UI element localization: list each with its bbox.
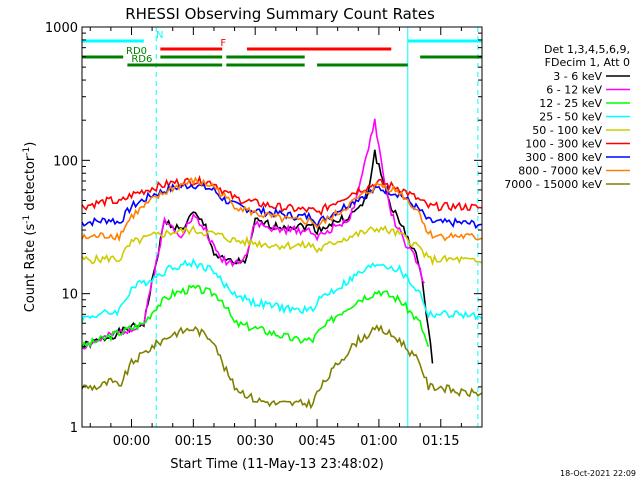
x-tick-label: 00:45 [298,434,335,449]
x-tick-label: 01:00 [360,434,397,449]
x-axis: 00:00 00:15 00:30 00:45 01:00 01:15 [89,27,483,449]
legend-entry-label: 6 - 12 keV [546,84,602,97]
legend-entry-label: 50 - 100 keV [532,124,602,137]
timestamp: 18-Oct-2021 22:09 [560,469,636,478]
legend: Det 1,3,4,5,6,9, FDecim 1, Att 0 3 - 6 k… [504,43,630,191]
legend-entry-label: 7000 - 15000 keV [504,178,602,191]
legend-entry-label: 3 - 6 keV [553,70,602,83]
flag-label: N [156,30,163,41]
series-line [81,284,430,350]
flag-label: RD6 [131,54,152,65]
series-line [81,257,483,323]
legend-header-line-1: Det 1,3,4,5,6,9, [544,43,630,56]
series-layer [81,118,483,410]
legend-entry-label: 25 - 50 keV [539,111,602,124]
flag-label: F [220,38,226,49]
legend-header-line-2: FDecim 1, Att 0 [545,56,630,69]
y-axis-label-sup2: -1 [22,147,32,156]
y-axis-label-mid: detector [23,155,38,215]
series-line [81,324,483,410]
y-tick-label: 100 [53,154,78,169]
x-tick-label: 00:15 [175,434,212,449]
series-line [81,176,483,243]
y-tick-label: 10 [61,288,78,303]
y-axis: 1 10 100 1000 [45,21,482,436]
y-axis-label-end: ) [23,142,38,147]
series-line [81,149,434,364]
x-tick-label: 01:15 [422,434,459,449]
y-tick-label: 1000 [45,21,78,36]
y-tick-label: 1 [70,421,78,436]
flag-label: RD0 [126,46,147,57]
x-tick-label: 00:30 [236,434,273,449]
series-line [81,182,483,230]
series-line [81,174,483,217]
legend-entry-label: 12 - 25 keV [539,97,602,110]
y-axis-label: Count Rate (s-1 detector-1) [22,142,38,313]
x-axis-label: Start Time (11-May-13 23:48:02) [170,457,384,472]
legend-entry-label: 800 - 7000 keV [518,165,602,178]
y-axis-label-main: Count Rate (s [23,224,38,313]
x-tick-label: 00:00 [113,434,150,449]
chart-title: RHESSI Observing Summary Count Rates [125,5,435,23]
legend-entry-label: 300 - 800 keV [525,151,602,164]
series-line [81,224,483,267]
plot-frame [81,26,483,428]
y-axis-label-sup1: -1 [22,215,32,224]
legend-entry-label: 100 - 300 keV [525,138,602,151]
